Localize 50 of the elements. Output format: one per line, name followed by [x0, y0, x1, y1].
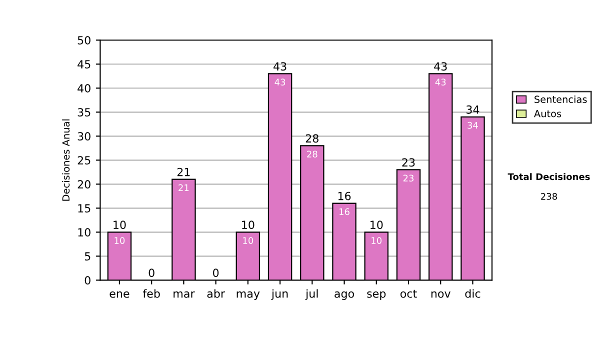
y-tick-label: 0 [84, 276, 90, 285]
y-axis-title: Decisiones Anual [62, 119, 70, 201]
total-label: 21 [177, 168, 190, 176]
total-label: 10 [370, 220, 383, 230]
data-label: 34 [468, 122, 478, 129]
x-tick-label: may [236, 291, 260, 300]
y-tick-label: 30 [78, 132, 90, 141]
x-tick-label: nov [431, 291, 450, 298]
y-tick-label: 5 [84, 252, 90, 261]
total-label: 10 [114, 220, 126, 230]
x-tick-label: oct [400, 290, 417, 298]
x-tick-label: ene [110, 291, 130, 298]
y-tick-label: 15 [78, 204, 90, 213]
data-label: 10 [114, 237, 125, 244]
x-tick-label: jun [271, 289, 288, 300]
y-tick-label: 45 [78, 60, 90, 69]
total-label: 16 [338, 192, 351, 200]
x-tick-label: sep [367, 291, 386, 300]
total-label: 34 [466, 105, 480, 114]
data-label: 10 [243, 237, 254, 244]
legend-label: Sentencias [534, 95, 587, 104]
y-tick-label: 25 [78, 156, 90, 165]
x-tick-label: abr [207, 289, 226, 298]
total-label: 0 [148, 268, 154, 278]
y-tick-label: 10 [78, 228, 90, 237]
total-label: 28 [306, 134, 318, 143]
y-tick-label: 40 [78, 84, 90, 93]
y-tick-label: 50 [78, 36, 90, 44]
x-tick-label: ago [334, 291, 354, 300]
data-label: 28 [307, 150, 318, 158]
text: 238 [541, 192, 557, 200]
data-label: 10 [372, 237, 382, 244]
y-tick-label: 20 [78, 180, 90, 189]
total-label: 43 [434, 62, 447, 71]
total-label: 0 [213, 268, 219, 278]
total-label: 10 [242, 220, 254, 230]
data-label: 43 [274, 78, 286, 86]
x-tick-label: dic [465, 289, 480, 298]
x-tick-label: mar [174, 291, 195, 298]
data-label: 16 [340, 208, 350, 216]
total-label: 43 [274, 62, 286, 71]
legend-label: Autos [534, 110, 562, 118]
data-label: 43 [435, 78, 446, 86]
total-label: 23 [402, 158, 415, 167]
x-tick-label: feb [142, 289, 160, 298]
data-label: 23 [403, 174, 414, 182]
data-label: 21 [178, 184, 189, 192]
text: Total Decisiones [508, 173, 590, 180]
x-tick-label: jul [305, 289, 318, 300]
y-tick-label: 35 [78, 108, 90, 117]
